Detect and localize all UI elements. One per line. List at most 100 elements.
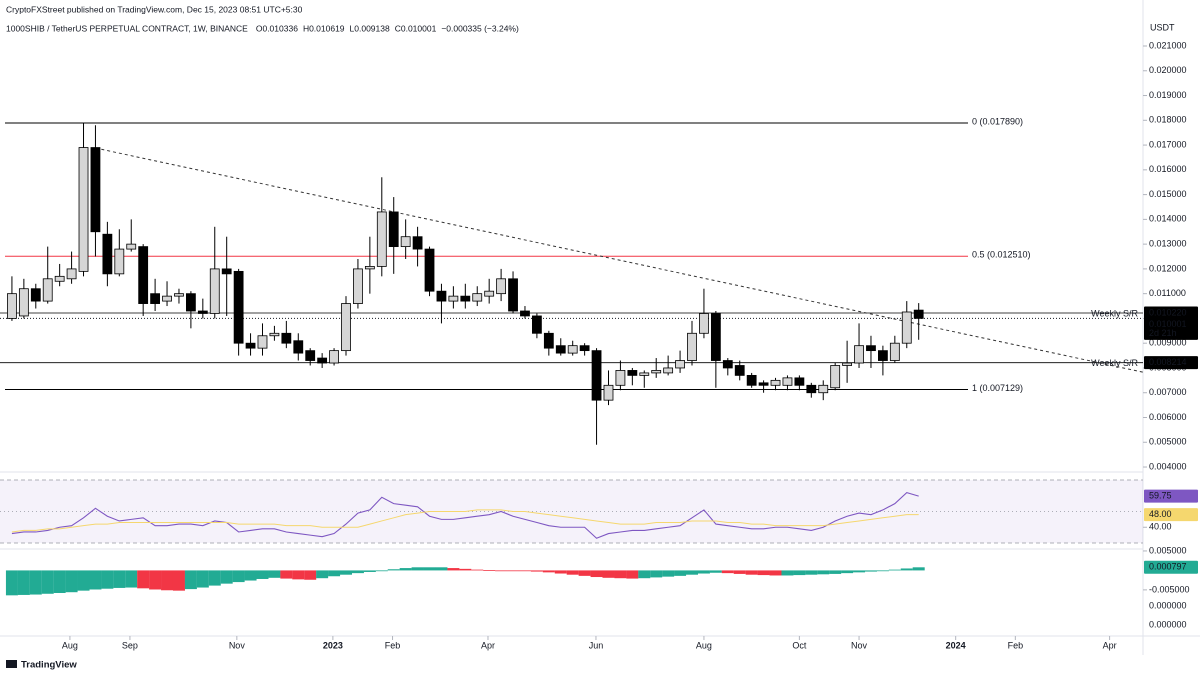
- x-tick-label: Aug: [62, 640, 78, 650]
- candle-body: [460, 295, 471, 302]
- indicator-tag-bg: [1144, 508, 1198, 522]
- candle-body: [150, 293, 161, 304]
- histogram-bar: [244, 570, 257, 581]
- y-tick-label: 0.011000: [1149, 288, 1186, 298]
- histogram-bar: [912, 567, 925, 571]
- histogram-bar: [447, 568, 460, 571]
- candle-body: [699, 313, 709, 334]
- histogram-bar: [853, 570, 866, 573]
- candle-body: [436, 290, 447, 302]
- indicator-tag-bg: [1144, 560, 1198, 574]
- brand: TradingView: [6, 660, 77, 671]
- candle-body: [54, 275, 65, 282]
- rsi-line: [11, 509, 919, 533]
- candle-body: [830, 365, 841, 389]
- candle-body: [317, 357, 328, 364]
- histogram-bar: [423, 567, 436, 571]
- histogram-bar: [149, 570, 162, 590]
- histogram-bar: [304, 570, 317, 580]
- histogram-bar: [518, 570, 531, 572]
- candle-body: [245, 342, 256, 349]
- candle-body: [889, 342, 900, 361]
- y-tick-label: 40.00: [1149, 522, 1172, 532]
- indicator-tag: 48.00: [1149, 509, 1172, 519]
- histogram-bar: [697, 570, 710, 574]
- histogram-bar: [554, 570, 567, 574]
- x-tick-label: Jun: [589, 640, 604, 650]
- histogram-bar: [566, 570, 579, 575]
- histogram-bar: [292, 570, 305, 580]
- histogram-bar: [411, 567, 424, 571]
- candle-body: [579, 345, 590, 352]
- fib-label: 1 (0.007129): [972, 383, 1023, 393]
- candle-body: [531, 315, 542, 334]
- histogram-bar: [435, 567, 448, 571]
- candle-body: [615, 370, 626, 386]
- histogram-bar: [340, 570, 353, 575]
- brand-logo: [6, 660, 17, 668]
- y-tick-label: 0.005000: [1149, 437, 1187, 447]
- x-tick-label: Nov: [229, 640, 246, 650]
- trendline: [95, 147, 1144, 373]
- histogram-bar: [864, 570, 877, 572]
- candle-body: [221, 268, 232, 275]
- histogram-bar: [387, 569, 400, 571]
- candle-body: [901, 311, 912, 344]
- sr-tag-bg: [1144, 306, 1198, 320]
- candle-body: [376, 211, 387, 267]
- histogram-bar: [733, 570, 746, 574]
- histogram-bar: [280, 570, 293, 579]
- rsi-band: [0, 479, 1143, 544]
- countdown-bg: [1144, 326, 1198, 340]
- candle-body: [782, 377, 793, 386]
- y-tick-label: 0.005000: [1149, 545, 1187, 555]
- candle-body: [746, 374, 757, 386]
- y-tick-label: 0.009000: [1149, 338, 1187, 348]
- histogram-bar: [542, 570, 555, 573]
- histogram-bar: [709, 570, 722, 573]
- histogram-bar: [841, 570, 854, 574]
- histogram-bar: [876, 570, 889, 572]
- histogram-bar: [29, 570, 42, 595]
- brand-text: TradingView: [21, 660, 77, 671]
- histogram-bar: [805, 570, 818, 575]
- y-tick-label: 0.004000: [1149, 461, 1187, 471]
- candle-body: [794, 377, 805, 386]
- fib-label: 0.5 (0.012510): [972, 250, 1031, 260]
- histogram-bar: [184, 570, 197, 590]
- candle-body: [197, 310, 208, 314]
- x-tick-label: Aug: [696, 640, 712, 650]
- histogram-bar: [495, 570, 508, 572]
- histogram-bar: [232, 570, 245, 583]
- candle-body: [209, 268, 220, 314]
- candle-body: [854, 345, 864, 364]
- candle-body: [138, 246, 149, 304]
- histogram-bar: [483, 570, 496, 571]
- candle-body: [305, 350, 316, 361]
- sr-tag: 0.010220: [1149, 307, 1187, 317]
- x-tick-label: Nov: [851, 640, 868, 650]
- sr-label: Weekly S/R: [1091, 358, 1138, 368]
- candle-body: [651, 370, 662, 374]
- y-tick-label: 0.019000: [1149, 90, 1187, 100]
- candle-body: [448, 295, 459, 302]
- histogram-bar: [793, 570, 806, 576]
- candle-body: [734, 365, 745, 376]
- candle-body: [555, 345, 566, 354]
- candle-body: [293, 340, 304, 354]
- histogram-bar: [745, 570, 758, 575]
- x-tick-label: Apr: [481, 640, 495, 650]
- y-tick-label: 0.015000: [1149, 189, 1187, 199]
- candle-body: [722, 360, 733, 369]
- candle-body: [675, 360, 685, 369]
- candle-body: [257, 335, 268, 349]
- candle-body: [329, 350, 339, 364]
- candle-body: [66, 268, 77, 280]
- last-price-tag: 0.010001: [1149, 319, 1187, 329]
- y-tick-label: 0.012000: [1149, 263, 1187, 273]
- histogram-bar: [268, 570, 281, 578]
- y-tick-label: 0.020000: [1149, 65, 1187, 75]
- countdown: 2d 21h: [1149, 328, 1177, 338]
- histogram-bar: [829, 570, 842, 574]
